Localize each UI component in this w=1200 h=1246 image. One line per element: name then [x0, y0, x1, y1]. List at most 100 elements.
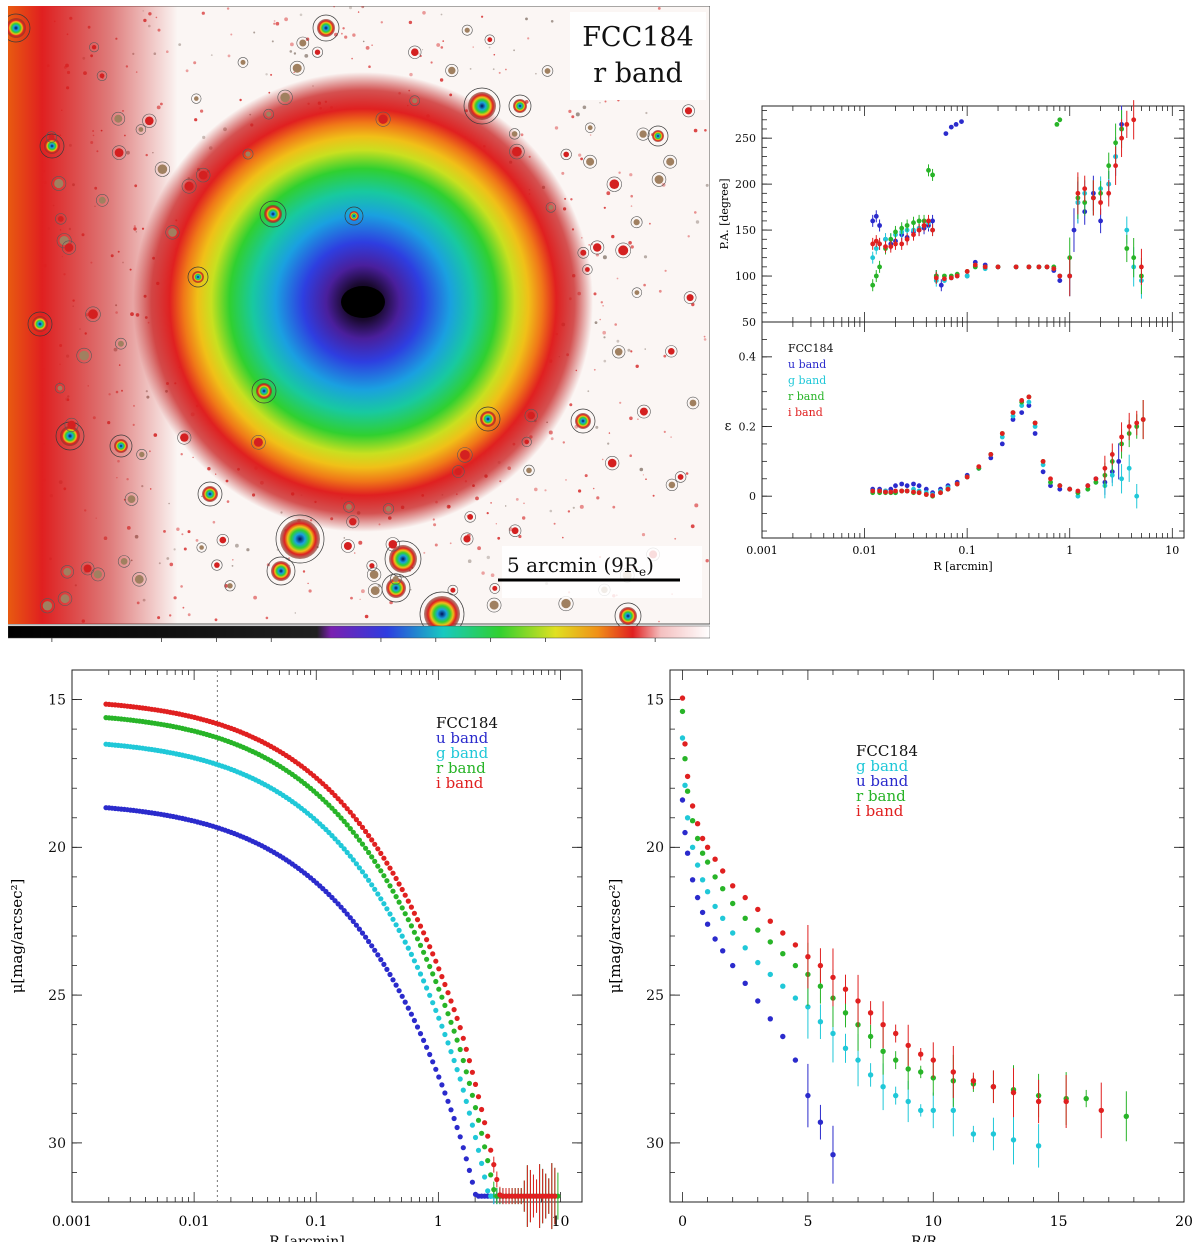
faint-source — [240, 59, 246, 65]
data-point — [730, 962, 736, 969]
data-point — [679, 695, 686, 701]
data-point — [712, 874, 718, 880]
noise-speck — [694, 211, 697, 214]
data-point — [466, 1058, 472, 1064]
data-point — [335, 839, 341, 845]
data-point — [990, 1131, 997, 1137]
data-point — [1106, 163, 1112, 169]
data-point — [899, 481, 905, 487]
data-point — [873, 213, 879, 219]
data-point — [1051, 266, 1057, 272]
faint-source — [487, 37, 493, 43]
data-point — [1106, 190, 1112, 196]
noise-speck — [535, 72, 537, 75]
data-point — [427, 963, 433, 970]
noise-speck — [685, 472, 689, 475]
noise-speck — [604, 100, 607, 103]
star-contour — [382, 503, 395, 515]
data-point — [1026, 264, 1032, 270]
data-point — [873, 246, 879, 251]
data-point — [1067, 486, 1073, 492]
noise-speck — [611, 234, 615, 239]
noise-speck — [703, 335, 706, 338]
data-point — [356, 820, 362, 827]
noise-speck — [643, 283, 646, 287]
data-point — [916, 227, 922, 233]
data-point — [720, 886, 726, 892]
data-point — [436, 1074, 442, 1080]
data-point — [372, 858, 378, 864]
data-point — [445, 1040, 451, 1046]
star-contour — [674, 471, 687, 483]
noise-speck — [629, 416, 633, 421]
data-point — [347, 826, 353, 832]
star-contour — [615, 242, 632, 259]
star-contour — [341, 539, 355, 553]
data-point — [369, 837, 375, 843]
y-tick-label: 30 — [48, 1136, 66, 1152]
data-point — [842, 986, 849, 992]
faint-source — [527, 411, 535, 420]
faint-source — [138, 127, 144, 132]
data-point — [1075, 493, 1081, 499]
noise-speck — [343, 537, 346, 539]
data-point — [1098, 200, 1103, 205]
data-point — [445, 990, 451, 996]
noise-speck — [616, 339, 620, 343]
data-point — [883, 236, 888, 242]
data-point — [479, 1106, 485, 1113]
data-point — [417, 923, 424, 929]
star-contour — [124, 492, 139, 506]
noise-speck — [635, 364, 639, 368]
star-contour — [111, 145, 127, 160]
faint-source — [684, 107, 693, 115]
data-point — [1054, 122, 1060, 127]
data-point — [439, 1023, 445, 1029]
x-tick-label: 0.1 — [305, 1214, 327, 1230]
star-contour — [96, 194, 109, 207]
data-point — [1057, 117, 1063, 123]
noise-speck — [232, 559, 234, 561]
data-point — [460, 1087, 466, 1093]
data-point — [923, 492, 929, 497]
data-point — [417, 971, 424, 977]
data-point — [899, 241, 905, 247]
star-contour — [237, 57, 249, 68]
star-contour — [211, 559, 223, 571]
galaxy-image: FCC184 r band 5 arcmin (9Re) 19212223252… — [1, 5, 711, 659]
data-point — [1093, 476, 1099, 482]
noise-speck — [691, 302, 695, 307]
colorbar-ticks: 192122232526272830 — [45, 638, 662, 659]
noise-speck — [693, 128, 698, 133]
noise-speck — [495, 523, 497, 525]
noise-speck — [498, 71, 501, 74]
noise-speck — [362, 40, 365, 43]
data-point — [990, 1084, 997, 1090]
data-point — [454, 1067, 460, 1073]
noise-speck — [703, 338, 707, 341]
noise-speck — [602, 255, 607, 260]
noise-speck — [644, 348, 646, 350]
data-point — [755, 906, 761, 913]
data-point — [893, 483, 898, 489]
data-point — [1048, 479, 1053, 485]
star-contour — [311, 46, 323, 58]
data-point — [378, 850, 384, 856]
star-contour — [381, 573, 411, 603]
x-tick-label: 0.001 — [52, 1214, 92, 1230]
data-point — [369, 854, 375, 860]
data-point — [356, 926, 362, 932]
star-contour — [275, 514, 325, 564]
data-point — [421, 930, 427, 936]
legend-g-band: g band — [856, 757, 909, 775]
star — [32, 316, 48, 332]
x-axis-label: R/Re — [911, 1234, 943, 1242]
data-point — [954, 481, 960, 487]
noise-speck — [562, 536, 564, 539]
star-contour — [508, 94, 532, 118]
data-point — [414, 964, 421, 970]
data-point — [381, 961, 387, 967]
noise-speck — [602, 330, 606, 335]
y-tick-label: 20 — [48, 840, 66, 856]
data-point — [742, 915, 748, 921]
